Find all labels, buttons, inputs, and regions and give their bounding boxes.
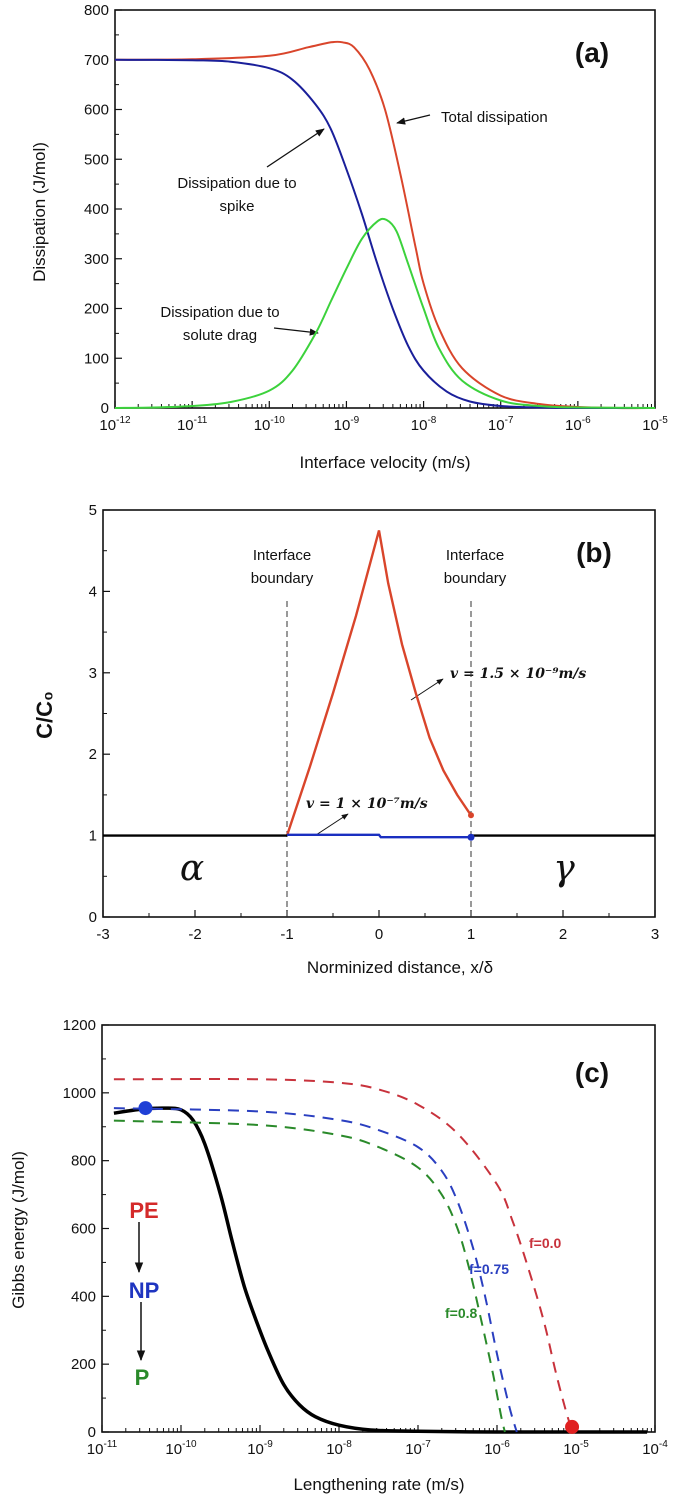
series-line <box>114 58 656 410</box>
label-pe: PE <box>129 1198 158 1223</box>
x-tick-label: 2 <box>559 926 567 943</box>
series-line <box>285 530 472 836</box>
phase-gamma: γ <box>553 848 575 889</box>
interface-left-line1: Interface <box>253 547 311 564</box>
annotation-drag-line2: solute drag <box>183 327 257 344</box>
arrow-drag <box>273 327 319 336</box>
label-p: P <box>135 1365 150 1390</box>
y-axis-title-a: Dissipation (J/mol) <box>30 142 49 282</box>
x-tick-label: 3 <box>651 926 659 943</box>
plot-frame <box>114 9 656 409</box>
annotation-spike-line1: Dissipation due to <box>177 175 296 192</box>
arrow-total <box>396 114 431 125</box>
y-tick-label: 3 <box>89 665 97 682</box>
label-f08: f=0.8 <box>445 1305 478 1321</box>
panel-label-c: (c) <box>575 1057 609 1088</box>
y-tick-label: 100 <box>84 350 109 367</box>
x-tick-label: 10-5 <box>563 1439 589 1458</box>
interface-right-line2: boundary <box>444 570 507 587</box>
series-line <box>286 833 471 839</box>
y-tick-label: 600 <box>84 102 109 119</box>
panel-b: (b) Interface boundary Interface boundar… <box>32 537 612 977</box>
x-axis-title-b: Norminized distance, x/δ <box>307 958 493 977</box>
x-tick-label: 10-7 <box>405 1439 431 1458</box>
y-tick-label: 1 <box>89 828 97 845</box>
annotation-drag-line1: Dissipation due to <box>160 304 279 321</box>
series-line <box>113 1119 506 1433</box>
blue-endpoint-marker <box>467 833 475 841</box>
x-tick-label: 10-9 <box>334 415 360 434</box>
series-line <box>113 1107 518 1433</box>
x-tick-label: 10-9 <box>247 1439 273 1458</box>
y-tick-label: 5 <box>89 502 97 519</box>
y-tick-label: 1000 <box>63 1085 96 1102</box>
series-line <box>113 1106 648 1434</box>
x-tick-label: -2 <box>188 926 201 943</box>
arrow-spike <box>266 128 325 168</box>
y-tick-label: 4 <box>89 583 97 600</box>
x-tick-label: 10-8 <box>326 1439 352 1458</box>
y-tick-label: 800 <box>71 1153 96 1170</box>
y-tick-label: 600 <box>71 1221 96 1238</box>
x-tick-label: 10-5 <box>642 415 668 434</box>
velocity-label-low: v = 1 × 10⁻⁷m/s <box>306 796 428 812</box>
panel-c: (c) PE NP P f=0.0 f=0.75 f=0.8 Lengtheni… <box>9 1057 609 1494</box>
y-tick-label: 2 <box>89 746 97 763</box>
data-marker <box>138 1101 153 1116</box>
y-tick-label: 200 <box>84 301 109 318</box>
interface-right-line1: Interface <box>446 547 504 564</box>
series-line <box>114 217 656 409</box>
phase-alpha: α <box>180 848 204 889</box>
y-tick-label: 500 <box>84 151 109 168</box>
y-tick-label: 800 <box>84 2 109 19</box>
y-axis-title-b: C/C₀ <box>32 691 57 739</box>
y-tick-label: 200 <box>71 1356 96 1373</box>
y-tick-label: 400 <box>84 201 109 218</box>
x-tick-label: 0 <box>375 926 383 943</box>
plot-b: -3 -2 -1 0 1 2 3 0 1 2 3 4 5 <box>89 502 660 943</box>
x-tick-label: 1 <box>467 926 475 943</box>
x-tick-label: 10-11 <box>177 415 208 434</box>
y-tick-label: 1200 <box>63 1017 96 1034</box>
panel-label-a: (a) <box>575 37 609 68</box>
x-tick-label: -3 <box>96 926 109 943</box>
y-tick-label: 0 <box>88 1424 96 1441</box>
panel-a: (a) Total dissipation Dissipation due to… <box>30 37 609 472</box>
interface-left-line2: boundary <box>251 570 314 587</box>
y-tick-label: 0 <box>89 909 97 926</box>
label-f0: f=0.0 <box>529 1235 562 1251</box>
plot-c: 10-11 10-10 10-9 10-8 10-7 10-6 10-5 10-4 0 200 40… <box>63 1017 669 1458</box>
x-axis-title-c: Lengthening rate (m/s) <box>293 1475 464 1494</box>
y-tick-label: 0 <box>101 400 109 417</box>
label-np: NP <box>129 1278 160 1303</box>
x-tick-label: 10-10 <box>254 415 286 434</box>
x-tick-label: 10-7 <box>488 415 514 434</box>
plot-frame <box>101 1024 656 1433</box>
y-tick-label: 400 <box>71 1288 96 1305</box>
velocity-label-high: v = 1.5 × 10⁻⁹m/s <box>450 666 586 682</box>
x-tick-label: 10-8 <box>411 415 437 434</box>
arrow-v-low <box>315 813 349 836</box>
x-tick-label: 10-12 <box>99 415 131 434</box>
label-f075: f=0.75 <box>469 1261 509 1277</box>
series-line <box>113 1078 573 1428</box>
data-marker <box>565 1419 580 1434</box>
annotation-spike-line2: spike <box>219 198 254 215</box>
x-tick-label: 10-6 <box>565 415 591 434</box>
x-tick-label: 10-10 <box>165 1439 197 1458</box>
x-tick-label: -1 <box>280 926 293 943</box>
y-tick-label: 300 <box>84 251 109 268</box>
x-tick-label: 10-6 <box>484 1439 510 1458</box>
red-endpoint-marker <box>468 812 474 819</box>
x-axis-title-a: Interface velocity (m/s) <box>300 453 471 472</box>
x-tick-label: 10-11 <box>87 1439 118 1458</box>
y-axis-title-c: Gibbs energy (J/mol) <box>9 1151 28 1309</box>
y-tick-label: 700 <box>84 52 109 69</box>
annotation-total-dissipation: Total dissipation <box>441 109 548 126</box>
series-line <box>114 40 656 410</box>
panel-label-b: (b) <box>576 537 612 568</box>
x-tick-label: 10-4 <box>642 1439 668 1458</box>
